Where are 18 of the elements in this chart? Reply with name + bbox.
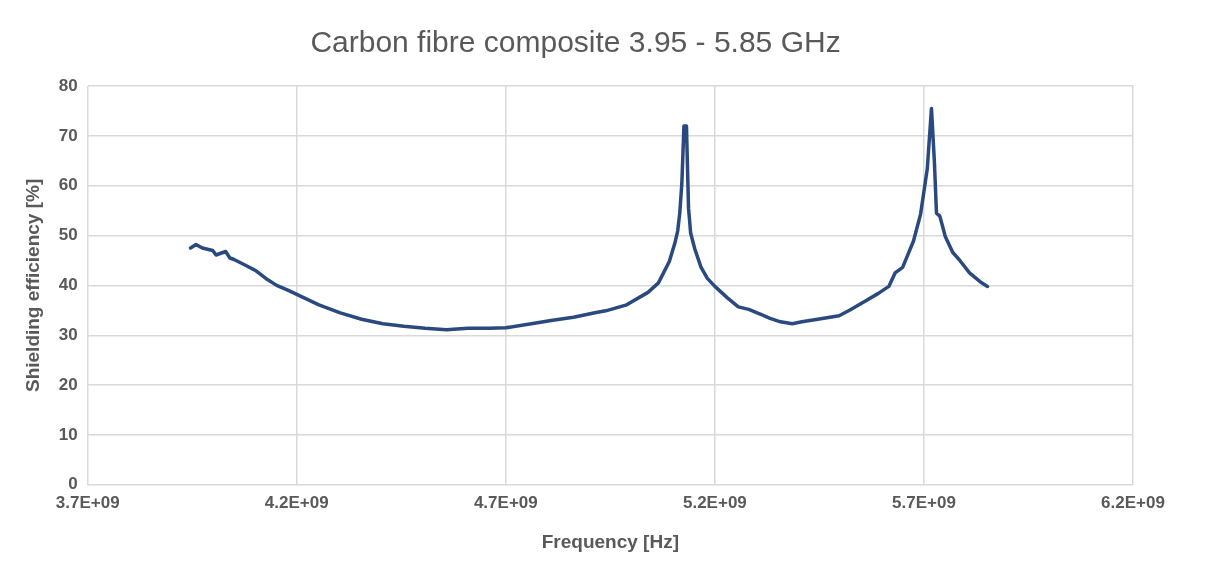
x-tick-label: 6.2E+09 <box>1101 492 1165 512</box>
y-tick-label: 10 <box>58 424 78 444</box>
x-tick-label: 4.7E+09 <box>473 492 538 512</box>
y-axis-title: Shielding efficiency [%] <box>21 178 43 393</box>
y-tick-label: 50 <box>58 225 78 245</box>
y-tick-label: 80 <box>58 75 78 95</box>
y-tick-label: 60 <box>58 175 78 195</box>
x-tick-label: 5.2E+09 <box>682 492 747 512</box>
x-tick-label: 4.2E+09 <box>264 492 329 512</box>
y-tick-label: 70 <box>58 125 78 145</box>
y-tick-label: 0 <box>68 474 78 494</box>
x-axis-title: Frequency [Hz] <box>541 530 679 552</box>
y-tick-label: 30 <box>58 324 78 344</box>
x-tick-label: 5.7E+09 <box>892 492 956 512</box>
chart-title: Carbon fibre composite 3.95 - 5.85 GHz <box>310 25 841 59</box>
x-tick-label: 3.7E+09 <box>55 492 120 512</box>
y-tick-label: 40 <box>58 275 78 295</box>
y-tick-label: 20 <box>58 374 78 394</box>
